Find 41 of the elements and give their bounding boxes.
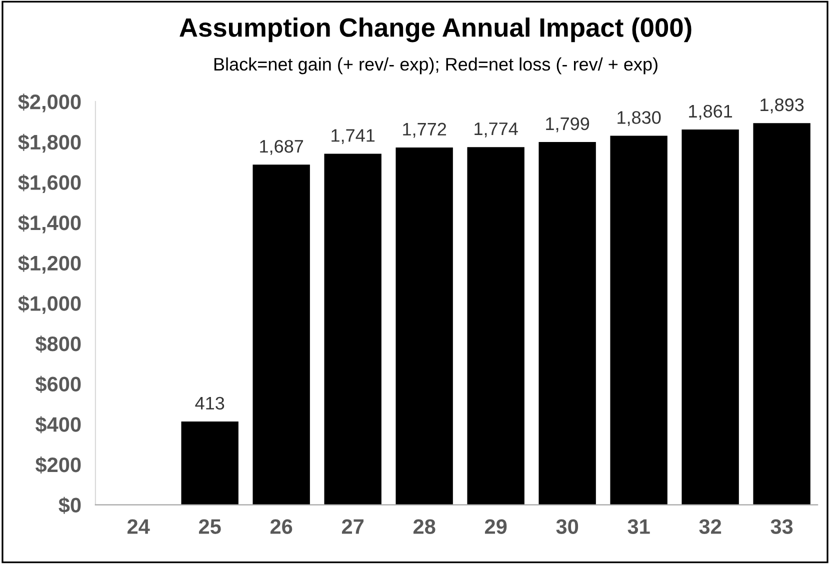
- chart-subtitle: Black=net gain (+ rev/- exp); Red=net loss (- rev/ + exp): [214, 57, 658, 74]
- y-tick-label: $600: [35, 376, 81, 393]
- bar: [753, 123, 810, 505]
- x-tick-label: 31: [628, 519, 650, 534]
- data-label: 1,799: [546, 117, 590, 132]
- y-tick-label: $1,000: [18, 295, 81, 314]
- y-tick-label: $2,000: [18, 94, 81, 112]
- bar: [610, 136, 668, 505]
- bar: [252, 164, 310, 505]
- data-label: 413: [195, 396, 224, 410]
- y-tick-label: $1,200: [18, 254, 81, 274]
- y-tick-label: $1,600: [18, 174, 81, 193]
- y-tick-label: $800: [35, 336, 81, 353]
- data-label: 1,774: [474, 122, 518, 138]
- data-label: 1,861: [689, 104, 732, 120]
- x-tick-label: 25: [198, 519, 221, 534]
- data-label: 1,830: [618, 111, 661, 126]
- data-label: 1,893: [760, 98, 804, 114]
- x-tick-label: 26: [270, 519, 292, 534]
- chart-title: Assumption Change Annual Impact (000): [180, 18, 692, 42]
- y-tick-label: $400: [35, 416, 81, 434]
- bar: [467, 147, 524, 505]
- data-label: 1,772: [403, 122, 446, 138]
- x-tick-label: 29: [484, 519, 507, 534]
- bar: [538, 142, 596, 505]
- x-tick-label: 28: [413, 519, 436, 534]
- y-tick-label: $200: [35, 456, 81, 474]
- y-tick-label: $1,800: [18, 134, 81, 153]
- x-tick-label: 27: [342, 519, 364, 534]
- x-tick-label: 33: [770, 519, 793, 534]
- data-label: 1,687: [260, 140, 304, 155]
- data-label: 1,741: [332, 129, 375, 144]
- bar: [396, 147, 453, 505]
- bar: [324, 154, 382, 505]
- x-tick-label: 24: [127, 519, 150, 534]
- x-tick-label: 32: [699, 519, 722, 534]
- y-tick-label: $1,400: [18, 214, 81, 234]
- y-tick-label: $0: [58, 496, 81, 514]
- bar: [682, 130, 739, 505]
- x-tick-label: 30: [556, 519, 578, 534]
- bar: [181, 422, 238, 505]
